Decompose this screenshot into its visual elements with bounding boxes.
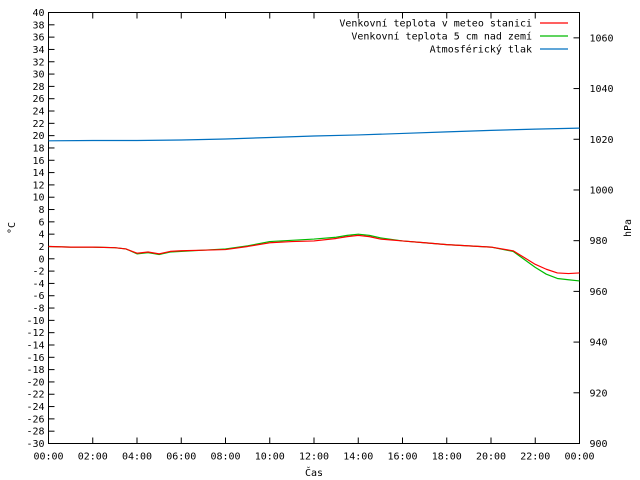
y-left-tick-label: 4 [38,230,44,241]
y-right-tick-label: 980 [590,236,608,247]
legend: Venkovní teplota v meteo staniciVenkovní… [339,18,568,56]
x-tick-label: 00:00 [33,452,63,463]
y-left-tick-label: 10 [32,193,44,204]
y-left-tick-label: -30 [26,439,44,450]
y-axis-left: -30-28-26-24-22-20-18-16-14-12-10-8-6-4-… [26,8,55,450]
y-left-tick-label: 30 [32,70,44,81]
y-left-tick-label: 36 [32,33,44,44]
y-left-tick-label: 6 [38,217,44,228]
y-axis-right: 900 920 940 960 980 1000 1020 1040 1060 [573,33,614,450]
y-left-tick-label: 22 [32,119,44,130]
y-left-tick-label: 38 [32,20,44,31]
x-tick-label: 04:00 [122,452,152,463]
y-left-tick-label: 26 [32,94,44,105]
legend-label-2: Atmosférický tlak [430,44,532,56]
y-left-tick-label: -2 [32,267,44,278]
y-left-tick-label: -14 [26,340,44,351]
x-tick-label: 06:00 [166,452,196,463]
y-left-tick-label: -22 [26,390,44,401]
y-left-tick-label: 20 [32,131,44,142]
legend-label-1: Venkovní teplota 5 cm nad zemí [351,31,532,43]
y-left-tick-label: -28 [26,427,44,438]
y-left-tick-label: -26 [26,414,44,425]
y-right-tick-label: 960 [590,287,608,298]
y-left-tick-label: -6 [32,291,44,302]
x-tick-label: 00:00 [564,452,594,463]
x-tick-label: 20:00 [476,452,506,463]
x-tick-label: 02:00 [78,452,108,463]
x-tick-label: 16:00 [387,452,417,463]
y-left-tick-label: 14 [32,168,44,179]
x-axis: 00:00 02:00 04:00 06:00 08:00 10:00 12:00 14:00… [33,12,595,463]
x-tick-label: 10:00 [255,452,285,463]
y-right-tick-label: 940 [590,338,608,349]
plot-frame [48,12,580,444]
x-tick-label: 08:00 [210,452,240,463]
y-left-tick-label: 32 [32,57,44,68]
y-left-tick-label: -4 [32,279,44,290]
y-left-tick-label: -24 [26,402,44,413]
x-axis-title: Čas [305,466,323,479]
y-right-tick-label: 920 [590,388,608,399]
y-right-tick-label: 900 [590,439,608,450]
y-left-tick-label: 24 [32,107,44,118]
y-axis-right-title: hPa [623,219,634,237]
y-left-tick-label: -8 [32,304,44,315]
y-left-tick-label: -16 [26,353,44,364]
x-tick-label: 22:00 [520,452,550,463]
series-lines [48,127,580,282]
y-left-tick-label: -20 [26,377,44,388]
x-tick-label: 18:00 [432,452,462,463]
series-line-0 [48,234,580,275]
y-left-tick-label: 8 [38,205,44,216]
y-axis-left-title: °C [7,222,18,234]
y-left-tick-label: 2 [38,242,44,253]
x-tick-label: 14:00 [343,452,373,463]
series-line-2 [48,127,580,142]
y-right-tick-label: 1040 [590,84,614,95]
y-left-tick-label: -10 [26,316,44,327]
y-left-tick-label: 18 [32,143,44,154]
legend-label-0: Venkovní teplota v meteo stanici [339,18,532,30]
y-left-tick-label: -12 [26,328,44,339]
y-left-tick-label: 16 [32,156,44,167]
series-line-1 [48,233,580,282]
y-left-tick-label: 34 [32,45,44,56]
x-tick-label: 12:00 [299,452,329,463]
y-right-tick-label: 1020 [590,135,614,146]
y-left-tick-label: 40 [32,8,44,19]
y-left-tick-label: 12 [32,180,44,191]
y-left-tick-label: 0 [38,254,44,265]
y-left-tick-label: 28 [32,82,44,93]
y-right-tick-label: 1000 [590,185,614,196]
y-left-tick-label: -18 [26,365,44,376]
y-right-tick-label: 1060 [590,33,614,44]
